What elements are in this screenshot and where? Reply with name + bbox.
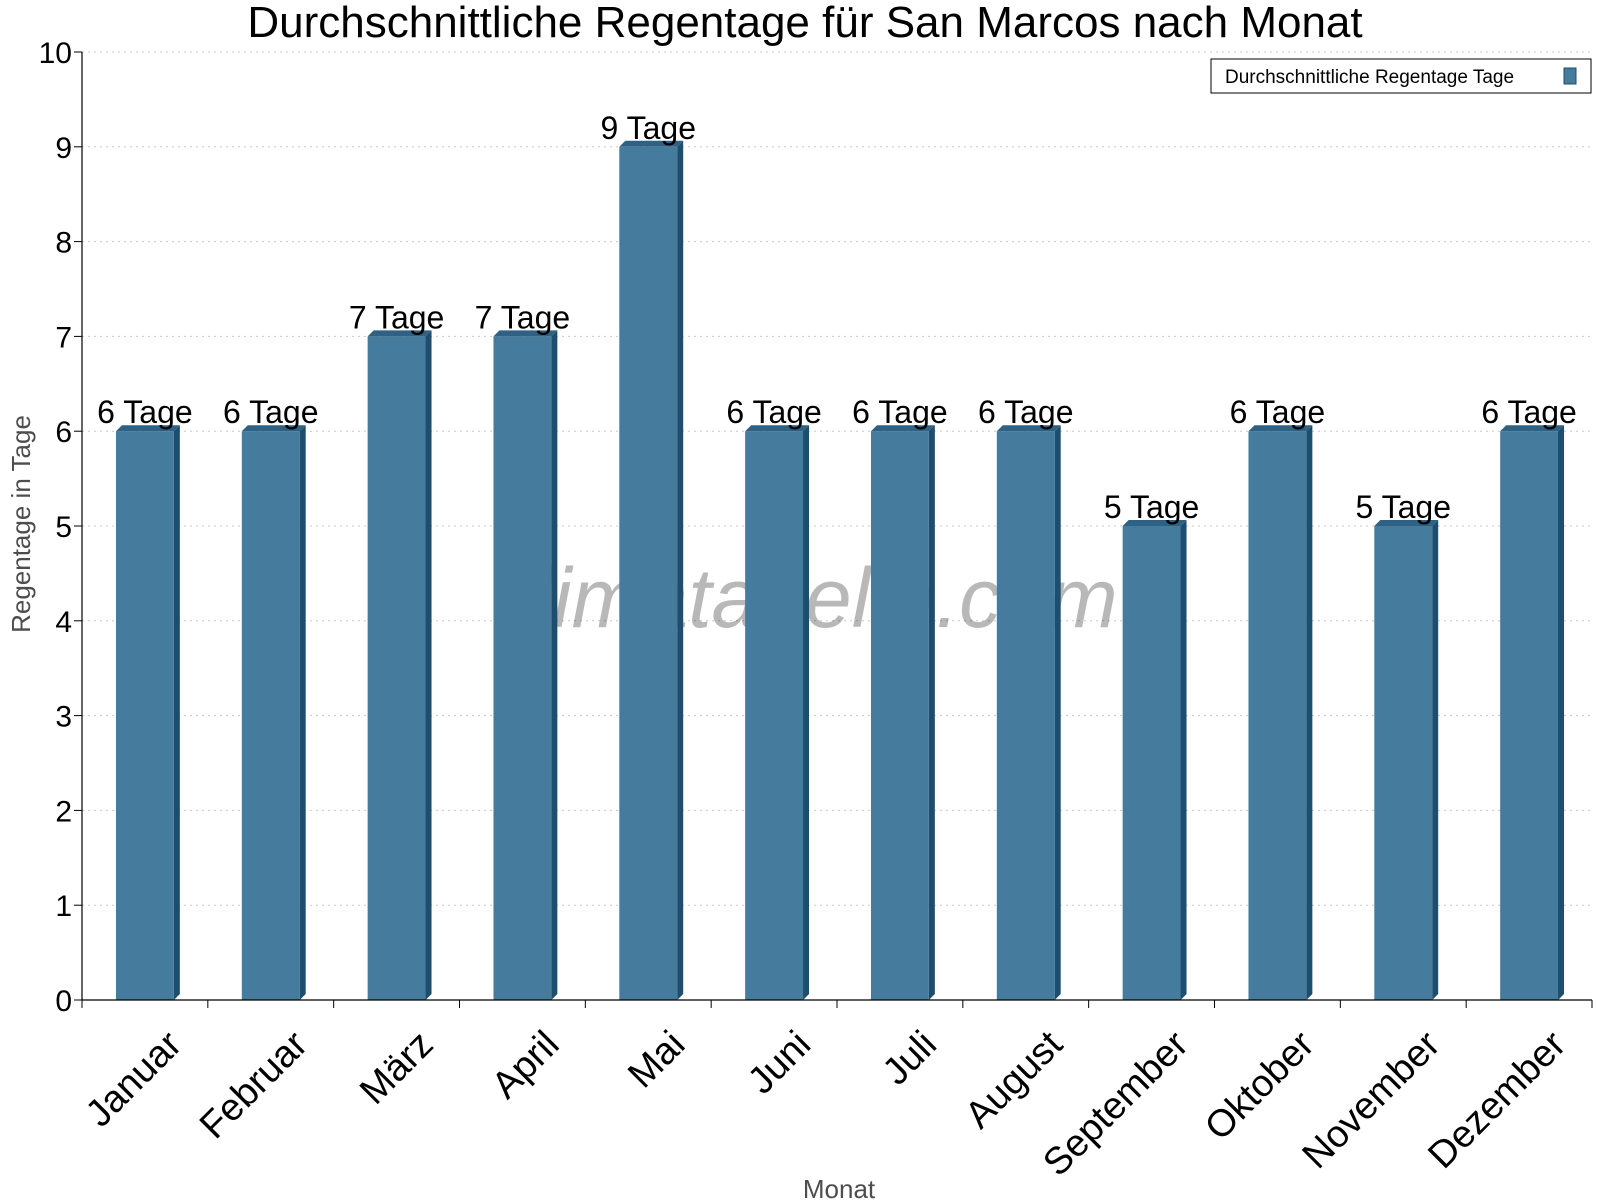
x-tick-label: August <box>957 1023 1071 1137</box>
bar-top <box>619 140 684 147</box>
axes <box>81 52 1592 1001</box>
bar-face <box>996 431 1055 1000</box>
bar-side <box>1054 425 1061 1000</box>
bar-face <box>493 336 552 1000</box>
legend-box <box>1210 58 1592 94</box>
bar-top <box>241 425 306 432</box>
bar-face <box>367 336 426 1000</box>
bar-top <box>745 425 810 432</box>
bar-side <box>1558 425 1565 1000</box>
bar-side <box>1432 520 1439 1000</box>
bar-januar <box>115 425 180 1000</box>
y-tick-label: 8 <box>55 227 72 260</box>
y-tick-label: 1 <box>55 890 72 923</box>
bar-top <box>870 425 935 432</box>
x-tick-label: Mai <box>620 1023 693 1096</box>
bar-september <box>1122 520 1187 1000</box>
bar-top <box>996 425 1061 432</box>
bar-august <box>996 425 1061 1000</box>
data-label: 6 Tage <box>223 394 319 430</box>
data-label: 5 Tage <box>1356 489 1452 525</box>
bar-märz <box>367 330 432 1000</box>
bar-april <box>493 330 558 1000</box>
bar-top <box>1248 425 1313 432</box>
y-tick-label: 2 <box>55 795 72 828</box>
legend: Durchschnittliche Regentage Tage <box>1210 58 1592 94</box>
bar-mai <box>619 140 684 1001</box>
bar-side <box>173 425 180 1000</box>
bar-face <box>1500 431 1559 1000</box>
bar-side <box>425 330 432 1000</box>
x-tick-label: November <box>1295 1023 1449 1177</box>
y-axis-title: Regentage in Tage <box>6 415 36 633</box>
data-label: 9 Tage <box>601 110 697 146</box>
x-tick-label: Juni <box>740 1023 819 1102</box>
bar-top <box>367 330 432 337</box>
bar-top <box>115 425 180 432</box>
data-label: 5 Tage <box>1104 489 1200 525</box>
bar-face <box>241 431 300 1000</box>
y-tick-label: 9 <box>55 132 72 165</box>
bar-top <box>1374 520 1439 526</box>
bar-oktober <box>1248 425 1313 1000</box>
y-tick-label: 6 <box>55 416 72 449</box>
bar-face <box>115 431 174 1000</box>
bar-face <box>1248 431 1307 1000</box>
x-tick-label: April <box>484 1023 567 1106</box>
y-tick-label: 5 <box>55 511 72 544</box>
grid-lines <box>82 51 1592 906</box>
y-tick-label: 0 <box>55 985 72 1018</box>
y-tick-label: 7 <box>55 321 72 354</box>
x-tick-label: März <box>352 1023 441 1112</box>
bar-side <box>551 330 558 1000</box>
data-label: 7 Tage <box>475 299 571 335</box>
x-axis-ticks: Januar Februar März April Mai Juni Juli AugustS… <box>78 1000 1593 1184</box>
x-axis-title: Monat <box>803 1174 876 1200</box>
bar-februar <box>241 425 306 1000</box>
x-tick-label: Oktober <box>1197 1023 1323 1149</box>
bar-face <box>619 146 678 1001</box>
bar-juni <box>745 425 810 1000</box>
x-tick-label: Januar <box>78 1023 190 1135</box>
y-tick-label: 3 <box>55 701 72 734</box>
bar-side <box>1180 520 1187 1000</box>
bar-side <box>299 425 306 1000</box>
bar-face <box>1374 526 1433 1000</box>
bar-top <box>493 330 558 337</box>
bar-face <box>870 431 929 1000</box>
x-tick-label: Juli <box>875 1023 945 1093</box>
bar-dezember <box>1500 425 1565 1000</box>
bar-side <box>803 425 810 1000</box>
data-label: 6 Tage <box>1230 394 1326 430</box>
bar-face <box>1122 526 1181 1000</box>
data-label: 6 Tage <box>726 394 822 430</box>
y-axis-ticks: 0 1 2 3 4 5 6 7 8 9 10 <box>39 37 82 1018</box>
data-label: 6 Tage <box>97 394 193 430</box>
data-label: 6 Tage <box>852 394 948 430</box>
bar-top <box>1122 520 1187 526</box>
x-tick-label: Februar <box>192 1023 316 1147</box>
x-tick-label: Dezember <box>1420 1023 1574 1177</box>
data-label: 7 Tage <box>349 299 445 335</box>
bar-top <box>1500 425 1565 432</box>
data-labels: 6 Tage 6 Tage 7 Tage 7 Tage 9 Tage 6 Tage 6 Ta… <box>97 110 1577 525</box>
bar-face <box>745 431 804 1000</box>
bar-november <box>1374 520 1439 1000</box>
y-tick-label: 4 <box>55 606 72 639</box>
bar-side <box>928 425 935 1000</box>
bar-side <box>677 140 684 1001</box>
legend-swatch <box>1563 67 1577 85</box>
chart-title: Durchschnittliche Regentage für San Marc… <box>247 0 1362 47</box>
y-tick-label: 10 <box>39 37 72 70</box>
data-label: 6 Tage <box>978 394 1074 430</box>
bar-side <box>1306 425 1313 1000</box>
legend-label: Durchschnittliche Regentage Tage <box>1225 67 1514 88</box>
bar-juli <box>870 425 935 1000</box>
bar-series <box>115 140 1565 1001</box>
data-label: 6 Tage <box>1481 394 1577 430</box>
